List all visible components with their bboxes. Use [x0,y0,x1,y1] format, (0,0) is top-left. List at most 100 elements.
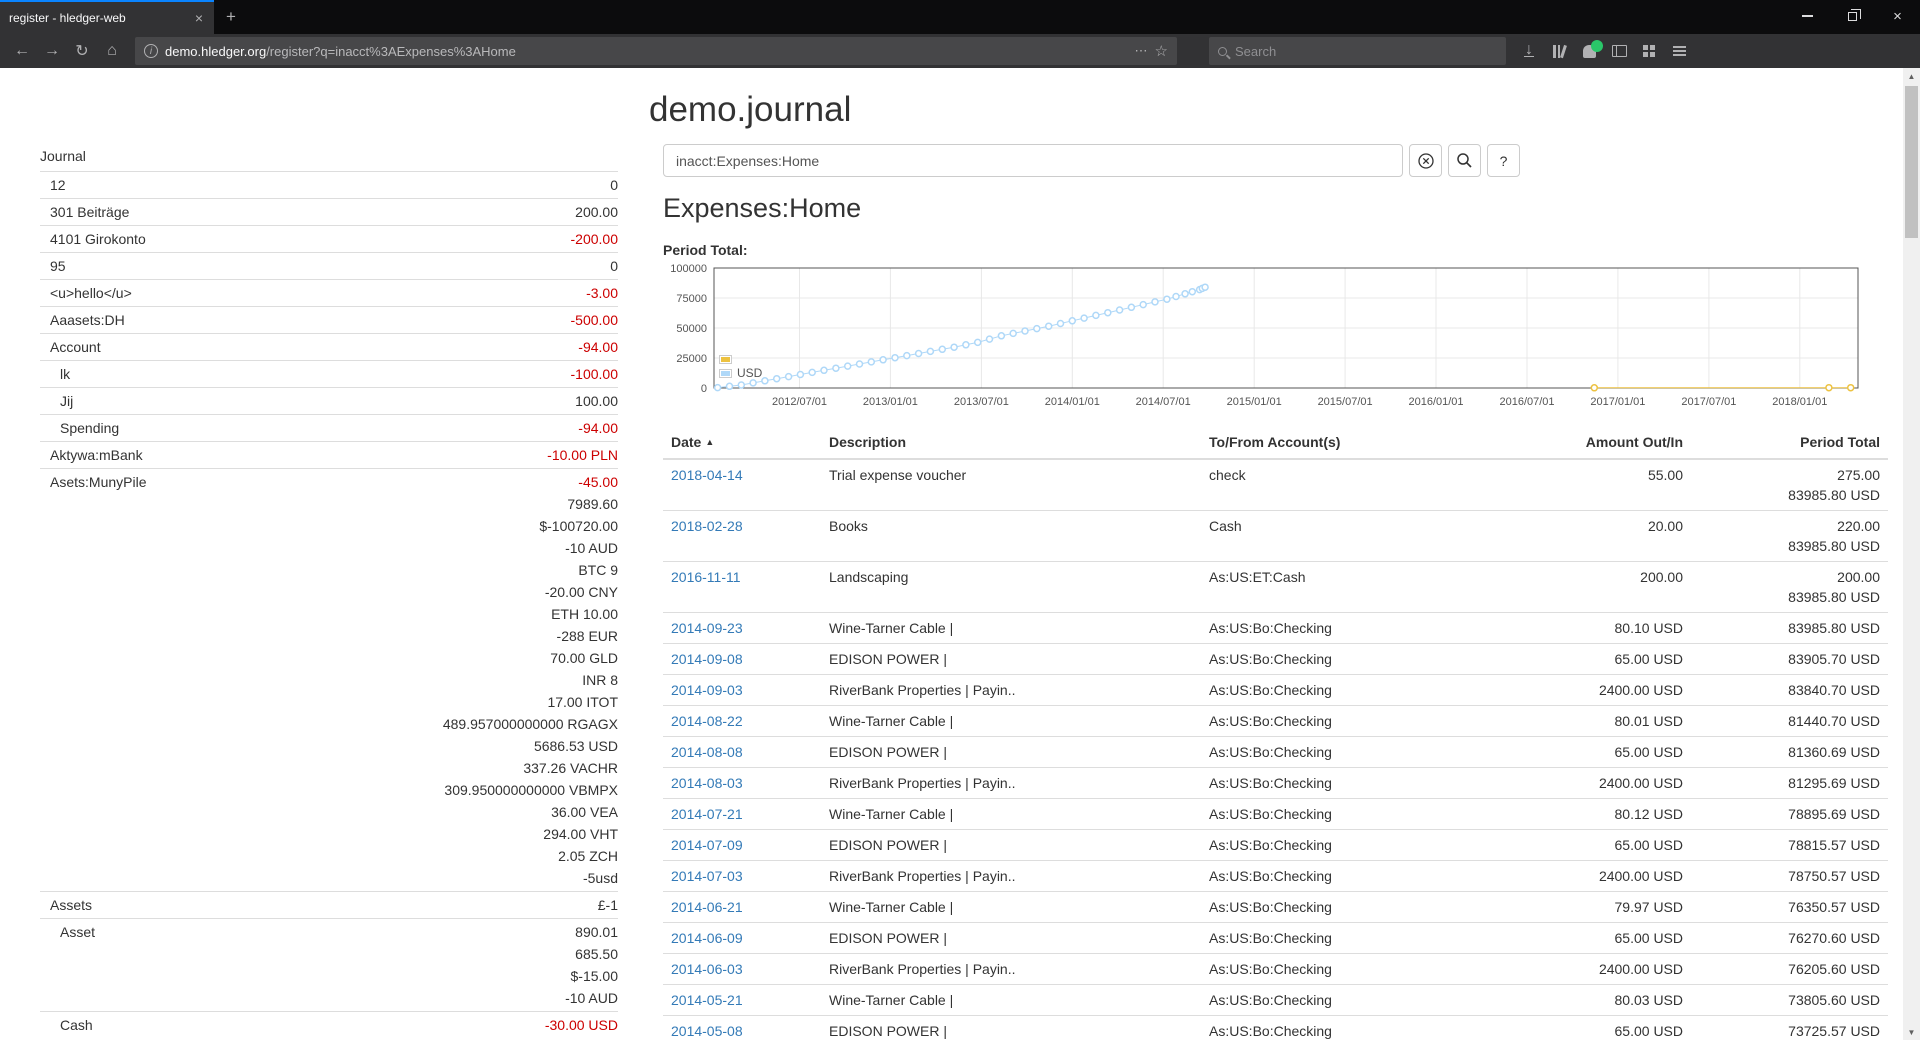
register-row: 2018-02-28 Books Cash 20.00 220.00 83985.80 U… [663,510,1888,562]
account-cell: As:US:Bo:Checking [1201,705,1501,737]
clear-query-button[interactable] [1409,144,1442,177]
account-row: Aktywa:mBank -10.00 PLN [40,442,618,469]
account-balance: 0 [610,177,618,193]
downloads-button[interactable]: ↓ [1514,37,1544,65]
account-link[interactable]: 4101 Girokonto [50,231,146,247]
date-cell: 2014-08-03 [663,767,821,799]
new-tab-button[interactable]: + [226,7,236,26]
account-link[interactable]: Assets [50,897,93,913]
period-total-cell: 73805.60 USD [1691,984,1888,1016]
transaction-date-link[interactable]: 2018-04-14 [671,467,743,483]
transaction-date-link[interactable]: 2014-07-03 [671,868,743,884]
account-link[interactable]: Asset [60,924,96,940]
browser-tab-active[interactable]: register - hledger-web × [0,0,214,34]
sort-ascending-icon: ▲ [705,437,715,447]
transaction-date-link[interactable]: 2014-06-21 [671,899,743,915]
date-cell: 2014-06-03 [663,953,821,985]
account-link[interactable]: Aktywa:mBank [50,447,143,463]
transaction-date-link[interactable]: 2014-08-08 [671,744,743,760]
account-link[interactable]: Aaasets:DH [50,312,125,328]
date-cell: 2018-04-14 [663,458,821,511]
library-button[interactable] [1544,37,1574,65]
tab-close-icon[interactable]: × [194,10,203,26]
account-link[interactable]: Jij [60,393,74,409]
transaction-date-link[interactable]: 2014-06-09 [671,930,743,946]
account-row: Assets £-1 [40,892,618,919]
sidebar-toggle-button[interactable] [1604,37,1634,65]
account-link[interactable]: lk [60,366,71,382]
column-header-period-total[interactable]: Period Total [1691,426,1888,460]
register-row: 2018-04-14 Trial expense voucher check 55.0… [663,458,1888,511]
forward-button[interactable]: → [44,42,60,59]
account-cell: As:US:Bo:Checking [1201,860,1501,892]
window-close-button[interactable]: × [1893,7,1902,25]
amount-cell: 80.10 USD [1501,612,1691,644]
extension-button[interactable] [1574,37,1604,65]
scroll-down-icon[interactable]: ▼ [1907,1027,1916,1037]
account-link[interactable]: Spending [60,420,120,436]
transaction-date-link[interactable]: 2014-09-03 [671,682,743,698]
transaction-date-link[interactable]: 2014-09-08 [671,651,743,667]
transaction-date-link[interactable]: 2018-02-28 [671,518,743,534]
transaction-date-link[interactable]: 2014-07-21 [671,806,743,822]
svg-text:2012/07/01: 2012/07/01 [772,396,827,408]
period-total-cell: 78815.57 USD [1691,829,1888,861]
window-restore-button[interactable] [1830,0,1875,32]
transaction-date-link[interactable]: 2016-11-11 [671,569,741,585]
scrollbar-thumb[interactable] [1905,86,1918,238]
journal-link[interactable]: Journal [40,143,618,172]
column-header-date[interactable]: Date ▲ [663,426,821,460]
transaction-date-link[interactable]: 2014-08-03 [671,775,743,791]
account-link[interactable]: Cash [60,1017,93,1033]
apps-grid-button[interactable] [1634,37,1664,65]
description-cell: Wine-Tarner Cable | [821,798,1201,830]
account-link[interactable]: <u>hello</u> [50,285,132,301]
menu-button[interactable] [1664,37,1694,65]
site-info-icon[interactable]: i [144,44,158,58]
transaction-date-link[interactable]: 2014-06-03 [671,961,743,977]
submit-search-button[interactable] [1448,144,1481,177]
register-row: 2014-07-21 Wine-Tarner Cable | As:US:Bo:Ch… [663,798,1888,830]
period-total-cell: 220.00 83985.80 USD [1691,510,1888,562]
bookmark-star-icon[interactable]: ☆ [1154,43,1168,60]
scroll-up-icon[interactable]: ▲ [1907,71,1916,81]
column-header-description[interactable]: Description [821,426,1201,460]
column-header-amount[interactable]: Amount Out/In [1501,426,1691,460]
account-row: <u>hello</u> -3.00 [40,280,618,307]
window-minimize-button[interactable] [1785,0,1830,32]
account-balance: £-1 [597,897,618,913]
url-bar[interactable]: i demo.hledger.org/register?q=inacct%3AE… [135,37,1177,65]
transaction-date-link[interactable]: 2014-09-23 [671,620,743,636]
account-cell: As:US:Bo:Checking [1201,891,1501,923]
toolbar-search-field[interactable]: Search [1209,37,1506,65]
account-link[interactable]: Account [50,339,101,355]
reload-button[interactable]: ↻ [75,43,89,60]
help-button[interactable]: ? [1487,144,1520,177]
account-link[interactable]: 12 [50,177,66,193]
back-button[interactable]: ← [14,42,30,59]
date-cell: 2014-07-09 [663,829,821,861]
page-scrollbar[interactable]: ▲ ▼ [1903,68,1920,1040]
account-link[interactable]: 301 Beiträge [50,204,130,220]
date-cell: 2014-09-23 [663,612,821,644]
transaction-date-link[interactable]: 2014-08-22 [671,713,743,729]
column-header-account[interactable]: To/From Account(s) [1201,426,1501,460]
transaction-date-link[interactable]: 2014-05-08 [671,1023,743,1039]
svg-text:2017/07/01: 2017/07/01 [1681,396,1736,408]
query-input[interactable] [663,144,1403,177]
account-cell: As:US:Bo:Checking [1201,1015,1501,1040]
date-cell: 2014-07-03 [663,860,821,892]
account-link[interactable]: Asets:MunyPile [50,474,147,490]
date-cell: 2014-09-03 [663,674,821,706]
transaction-date-link[interactable]: 2014-05-21 [671,992,743,1008]
legend-color-box [719,354,732,364]
home-button[interactable]: ⌂ [107,42,117,59]
svg-text:100000: 100000 [670,263,707,275]
account-link[interactable]: 95 [50,258,66,274]
period-total-cell: 83905.70 USD [1691,643,1888,675]
grid-icon [1643,45,1655,57]
transaction-date-link[interactable]: 2014-07-09 [671,837,743,853]
page-actions-icon[interactable]: ⋯ [1134,43,1148,58]
account-balance: -30.00 USD-117.00 [544,1017,618,1040]
description-cell: EDISON POWER | [821,1015,1201,1040]
